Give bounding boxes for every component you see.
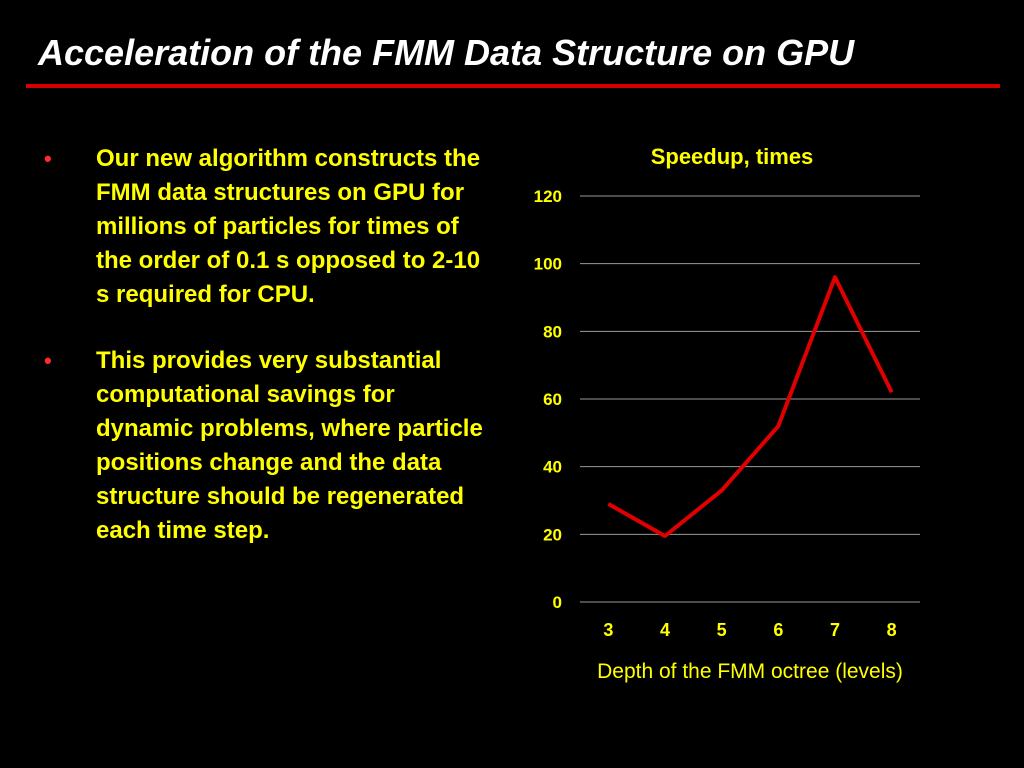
chart-gridlines [580, 195, 920, 603]
bullet-text: Our new algorithm constructs the FMM dat… [96, 145, 481, 308]
title-underline [26, 84, 1000, 88]
x-tick-label: 6 [773, 620, 783, 640]
y-tick-label: 80 [543, 322, 562, 341]
bullet-marker: • [44, 146, 52, 171]
x-tick-label: 5 [717, 620, 727, 640]
y-axis-tick-labels: 0 20 40 60 80 100 120 [534, 187, 562, 612]
bullet-item: • This provides very substantial computa… [40, 344, 490, 548]
y-tick-label: 20 [543, 525, 562, 544]
bullet-marker: • [44, 348, 52, 373]
x-tick-label: 7 [830, 620, 840, 640]
x-axis-title: Depth of the FMM octree (levels) [597, 660, 903, 683]
bullet-list: • Our new algorithm constructs the FMM d… [40, 142, 490, 580]
slide-title: Acceleration of the FMM Data Structure o… [38, 32, 855, 73]
chart-title: Speedup, times [651, 144, 814, 169]
bullet-text: This provides very substantial computati… [96, 347, 483, 544]
x-tick-label: 3 [603, 620, 613, 640]
speedup-chart: Speedup, times 0 20 40 60 80 100 120 3 4 5 6 7 8 De… [500, 130, 940, 700]
speedup-series-line [607, 275, 894, 538]
y-tick-label: 120 [534, 187, 562, 206]
x-tick-label: 4 [660, 620, 670, 640]
y-tick-label: 100 [534, 255, 562, 274]
y-tick-label: 40 [543, 458, 562, 477]
chart-svg: Speedup, times 0 20 40 60 80 100 120 3 4 5 6 7 8 De… [534, 144, 920, 683]
y-tick-label: 60 [543, 390, 562, 409]
y-tick-label: 0 [553, 593, 562, 612]
x-axis-tick-labels: 3 4 5 6 7 8 [603, 620, 896, 640]
x-tick-label: 8 [887, 620, 897, 640]
bullet-item: • Our new algorithm constructs the FMM d… [40, 142, 490, 312]
